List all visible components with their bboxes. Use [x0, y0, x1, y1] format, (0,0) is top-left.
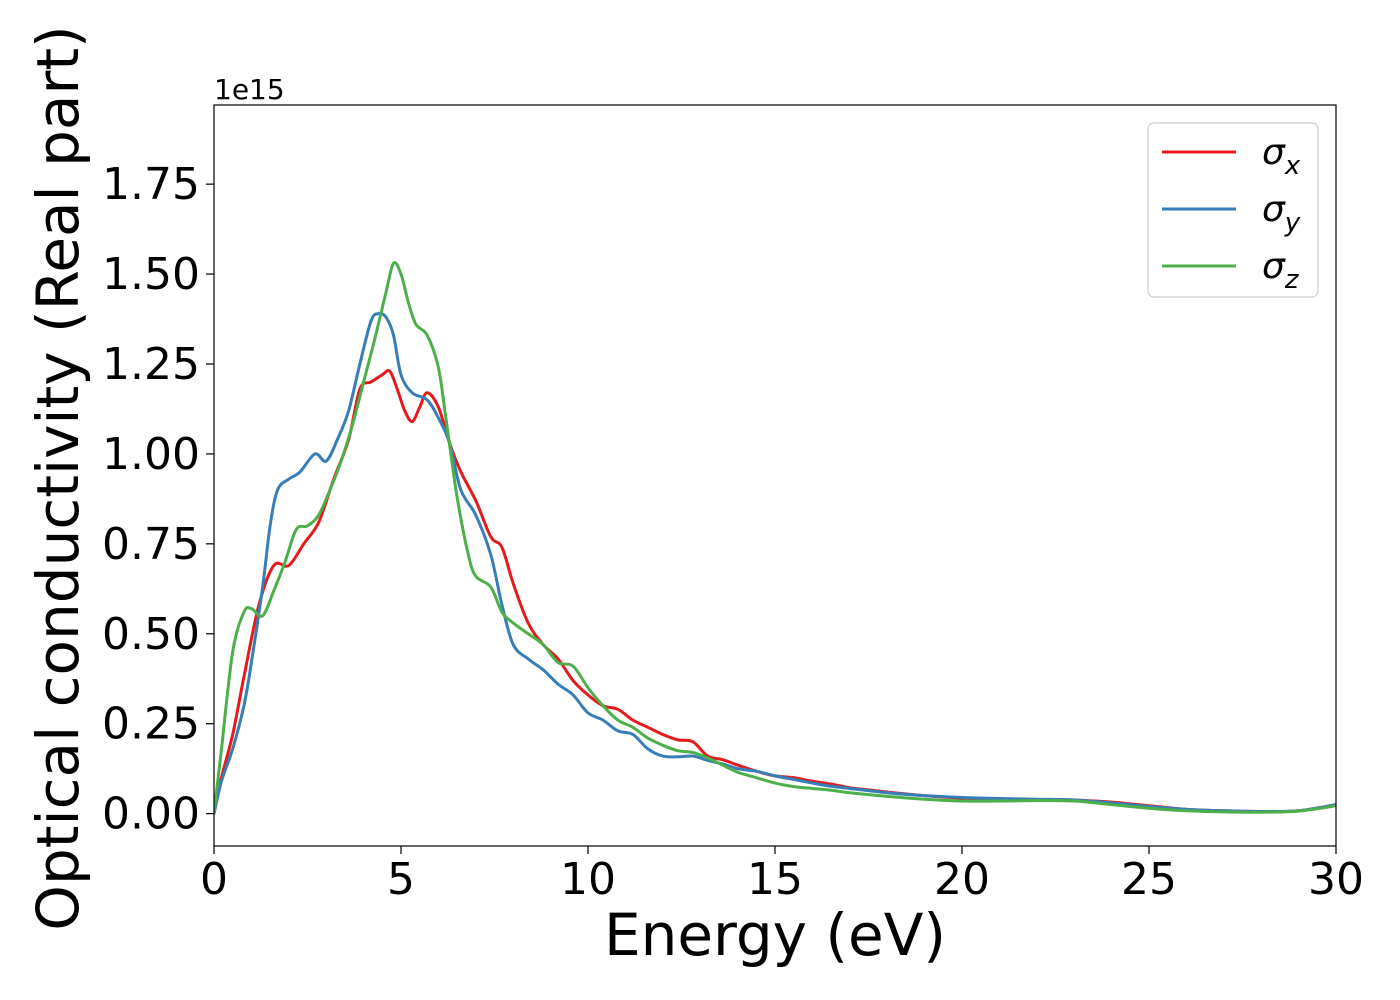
series-layer	[214, 261, 1336, 816]
x-tick-label: 0	[200, 854, 228, 905]
x-tick-label: 10	[560, 854, 616, 905]
x-tick-label: 20	[934, 854, 990, 905]
y-tick-label: 1.50	[102, 249, 200, 300]
y-axis: 0.00 0.25 0.50 0.75 1.00 1.25 1.50 1.75	[102, 159, 214, 840]
y-offset-label: 1e15	[214, 73, 285, 106]
x-tick-label: 5	[387, 854, 415, 905]
legend: σx σy σz	[1147, 122, 1319, 298]
y-tick-label: 0.50	[102, 609, 200, 660]
series-line-z	[214, 261, 1336, 816]
y-tick-label: 0.75	[102, 519, 200, 570]
x-axis-label: Energy (eV)	[604, 901, 946, 969]
x-tick-label: 15	[747, 854, 803, 905]
x-axis: 0 5 10 15 20 25 30	[200, 846, 1364, 905]
legend-label-z: σz	[1262, 246, 1300, 295]
y-axis-label: Optical conductivity (Real part)	[24, 25, 92, 930]
legend-label-x: σx	[1262, 132, 1301, 181]
y-tick-label: 0.25	[102, 699, 200, 750]
legend-label-y: σy	[1262, 189, 1301, 238]
y-tick-label: 0.00	[102, 789, 200, 840]
y-tick-label: 1.25	[102, 339, 200, 390]
x-tick-label: 30	[1308, 854, 1364, 905]
y-tick-label: 1.00	[102, 429, 200, 480]
x-tick-label: 25	[1121, 854, 1177, 905]
series-line-y	[214, 311, 1336, 816]
y-tick-label: 1.75	[102, 159, 200, 210]
